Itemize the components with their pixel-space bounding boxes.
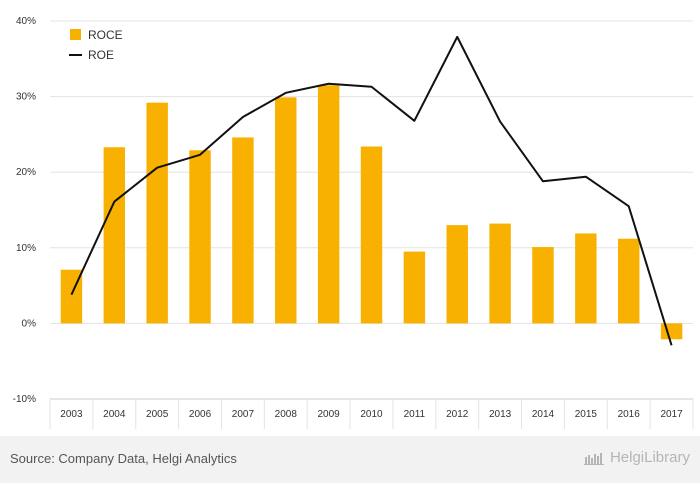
y-tick-label: 20% bbox=[16, 167, 36, 178]
roce-bar bbox=[489, 223, 511, 324]
roce-bar bbox=[403, 251, 426, 324]
roce-bar bbox=[146, 102, 168, 324]
footer: Source: Company Data, Helgi Analytics He… bbox=[0, 436, 700, 483]
roe-line-path bbox=[70, 35, 673, 346]
roce-bars bbox=[60, 85, 683, 340]
roce-bar bbox=[360, 146, 383, 324]
roce-bar bbox=[446, 225, 468, 324]
y-tick-label: -10% bbox=[13, 394, 36, 405]
source-note: Source: Company Data, Helgi Analytics bbox=[10, 451, 237, 466]
roce-bar bbox=[617, 238, 640, 324]
x-axis: 2003 2004 2005 2006 2007 2008 2009 2010 2011 2012… bbox=[49, 398, 694, 429]
brand-logo: HelgiLibrary bbox=[583, 449, 690, 466]
roce-bar bbox=[232, 137, 254, 324]
x-tick-label: 2011 bbox=[404, 409, 426, 420]
legend-swatch-roce bbox=[70, 29, 81, 40]
brand-name: HelgiLibrary bbox=[609, 449, 690, 466]
y-tick-label: 30% bbox=[16, 92, 36, 103]
x-tick-label: 2017 bbox=[660, 409, 683, 420]
x-tick-label: 2012 bbox=[446, 409, 469, 420]
x-tick-label: 2013 bbox=[489, 409, 512, 420]
x-tick-label: 2016 bbox=[618, 409, 641, 420]
roe-line bbox=[70, 35, 673, 346]
roce-bar bbox=[275, 97, 297, 324]
x-tick-label: 2009 bbox=[318, 409, 341, 420]
y-tick-label: 0% bbox=[22, 318, 37, 329]
legend: ROCE ROE bbox=[69, 28, 123, 62]
y-tick-label: 40% bbox=[16, 16, 36, 27]
chart: 40%30%20%10%0%-10% 2003 2004 2005 2006 2007 2… bbox=[13, 16, 694, 429]
helgi-library-icon bbox=[583, 452, 604, 465]
x-tick-label: 2007 bbox=[232, 409, 255, 420]
roce-bar bbox=[660, 323, 683, 340]
x-tick-label: 2006 bbox=[189, 409, 212, 420]
roce-bar bbox=[103, 147, 126, 324]
roce-bar bbox=[189, 150, 211, 324]
y-tick-label: 10% bbox=[16, 243, 36, 254]
x-tick-label: 2005 bbox=[146, 409, 169, 420]
x-tick-label: 2003 bbox=[60, 409, 83, 420]
roce-bar bbox=[317, 85, 340, 324]
x-tick-label: 2004 bbox=[103, 409, 126, 420]
legend-label-roe: ROE bbox=[88, 48, 114, 62]
roce-bar bbox=[532, 247, 554, 324]
legend-label-roce: ROCE bbox=[88, 28, 123, 42]
x-tick-label: 2010 bbox=[360, 409, 383, 420]
roce-bar bbox=[575, 233, 597, 324]
x-tick-label: 2008 bbox=[275, 409, 298, 420]
y-axis: 40% 30% 20% 10% 0% -10% bbox=[13, 16, 36, 405]
x-tick-label: 2014 bbox=[532, 409, 555, 420]
x-tick-label: 2015 bbox=[575, 409, 598, 420]
